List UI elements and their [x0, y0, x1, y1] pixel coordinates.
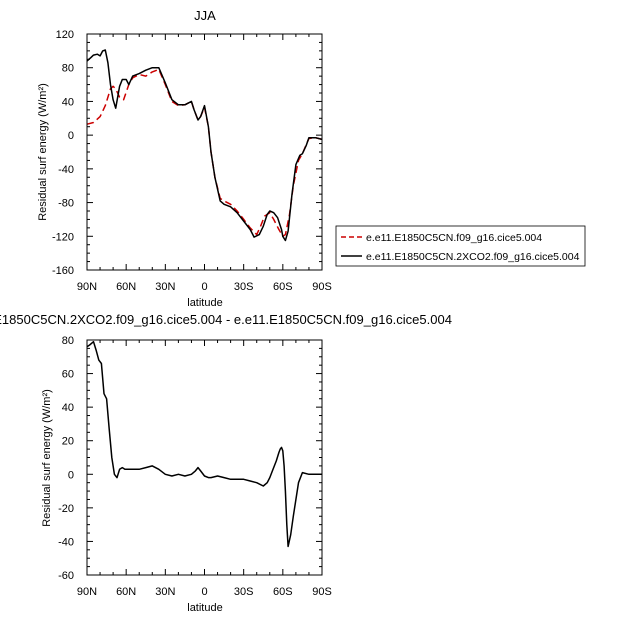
- legend-label-control: e.e11.E1850C5CN.f09_g16.cice5.004: [366, 232, 542, 244]
- chart-top-series-line-1: [86, 49, 323, 242]
- chart-top-series-line-0: [86, 68, 323, 238]
- chart-top-x-tick-label: 60N: [116, 281, 136, 293]
- chart-bottom-y-tick-label: -20: [58, 503, 74, 515]
- chart-top-series: [86, 49, 323, 242]
- chart-bottom-y-tick-label: -40: [58, 536, 74, 548]
- legend-box: [335, 225, 586, 267]
- chart-top-y-tick-label: 80: [62, 63, 74, 75]
- chart-top-x-tick-label: 0: [201, 281, 207, 293]
- chart-top-title: JJA: [194, 8, 216, 23]
- chart-top-legend: e.e11.E1850C5CN.f09_g16.cice5.004 e.e11.…: [335, 225, 586, 267]
- chart-top-x-tick-label: 60S: [273, 281, 293, 293]
- chart-top-y-tick-label: 0: [68, 130, 74, 142]
- chart-bottom-y-tick-label: 80: [62, 335, 74, 347]
- chart-bottom-y-tick-label: 20: [62, 436, 74, 448]
- chart-top-y-tick-label: 40: [62, 96, 74, 108]
- chart-top-y-axis: 120 80 40 0 -40 -80 -120 -160: [52, 29, 322, 277]
- chart-bottom-x-tick-label: 30S: [234, 586, 254, 598]
- chart-top: JJA 120 80 40 0 -40 -80 -120 -160 90N 60N 30N 0 30S…: [37, 8, 586, 309]
- chart-top-x-tick-label: 90S: [312, 281, 332, 293]
- chart-bottom-x-tick-label: 60S: [273, 586, 293, 598]
- chart-top-x-tick-label: 90N: [77, 281, 97, 293]
- chart-bottom-x-axis-label: latitude: [187, 602, 222, 614]
- chart-top-x-tick-label: 30N: [155, 281, 175, 293]
- chart-bottom-x-tick-label: 90N: [77, 586, 97, 598]
- chart-bottom-y-tick-label: 60: [62, 369, 74, 381]
- chart-bottom-title: e.e11.E1850C5CN.2XCO2.f09_g16.cice5.004 …: [0, 312, 452, 327]
- chart-bottom-y-tick-label: 40: [62, 402, 74, 414]
- chart-bottom-y-tick-label: -60: [58, 570, 74, 582]
- chart-bottom-x-tick-label: 30N: [155, 586, 175, 598]
- chart-bottom-series: [86, 340, 322, 548]
- chart-top-y-tick-label: -80: [58, 198, 74, 210]
- chart-bottom-plot-frame: [86, 339, 323, 576]
- chart-bottom-y-tick-label: 0: [68, 469, 74, 481]
- chart-bottom-y-axis: 80 60 40 20 0 -20 -40 -60: [58, 335, 322, 582]
- chart-bottom: e.e11.E1850C5CN.2XCO2.f09_g16.cice5.004 …: [0, 312, 452, 614]
- chart-bottom-x-tick-label: 0: [201, 586, 207, 598]
- chart-bottom-y-axis-label: Residual surf energy (W/m²): [41, 389, 53, 527]
- legend-label-2xco2: e.e11.E1850C5CN.2XCO2.f09_g16.cice5.004: [366, 251, 580, 263]
- chart-bottom-x-tick-label: 60N: [116, 586, 136, 598]
- chart-bottom-series-line-0: [86, 340, 322, 548]
- chart-top-y-tick-label: -120: [52, 231, 74, 243]
- chart-top-x-tick-label: 30S: [234, 281, 254, 293]
- chart-top-y-axis-label: Residual surf energy (W/m²): [37, 83, 49, 221]
- chart-bottom-x-tick-label: 90S: [312, 586, 332, 598]
- chart-bottom-x-axis: 90N 60N 30N 0 30S 60S 90S: [77, 340, 332, 598]
- chart-top-y-tick-label: 120: [56, 29, 74, 41]
- chart-top-x-axis-label: latitude: [187, 297, 222, 309]
- chart-top-x-axis: 90N 60N 30N 0 30S 60S 90S: [77, 34, 332, 293]
- chart-top-y-tick-label: -40: [58, 164, 74, 176]
- chart-top-y-tick-label: -160: [52, 265, 74, 277]
